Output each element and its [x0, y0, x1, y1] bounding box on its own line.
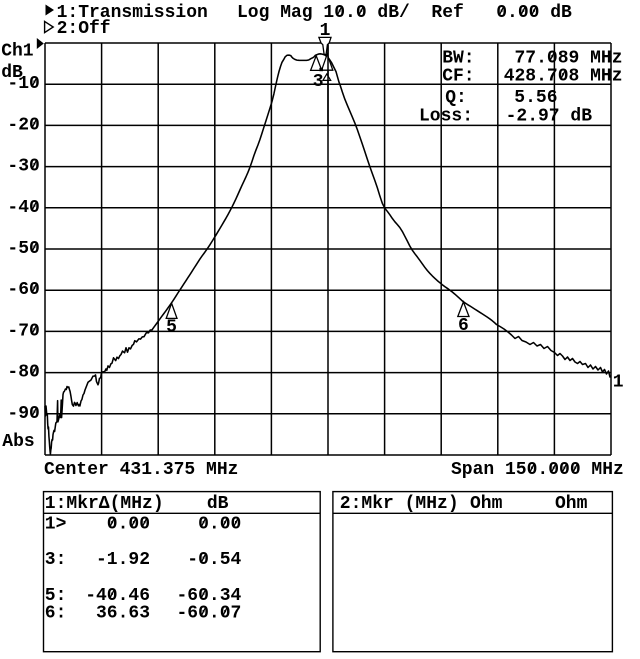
svg-text:-0.54: -0.54: [187, 550, 241, 570]
svg-text:77.089 MHz: 77.089 MHz: [515, 48, 623, 68]
svg-text:Ch1: Ch1: [1, 42, 34, 62]
svg-text:3: 3: [313, 72, 324, 92]
svg-text:6:: 6:: [45, 604, 67, 624]
svg-text:Log Mag 10.0 dB/ Ref 0.00 d: Log Mag 10.0 dB/ Ref 0.00 dB: [237, 3, 572, 23]
svg-text:Loss:: Loss:: [419, 106, 473, 126]
svg-text:428.708 MHz: 428.708 MHz: [504, 67, 623, 87]
svg-text:2:Mkr (MHz): 2:Mkr (MHz): [340, 494, 459, 514]
svg-text:-60.07: -60.07: [177, 604, 242, 624]
svg-text:CF:: CF:: [442, 67, 474, 87]
svg-text:0.00: 0.00: [107, 515, 150, 535]
svg-text:-50: -50: [7, 239, 39, 259]
svg-text:2:Off: 2:Off: [57, 19, 111, 39]
svg-text:-2.97 dB: -2.97 dB: [506, 106, 593, 126]
svg-text:-30: -30: [7, 157, 39, 177]
svg-text:1:MkrΔ(MHz) dB: 1:MkrΔ(MHz) dB: [45, 494, 229, 514]
svg-text:5:: 5:: [45, 586, 67, 606]
svg-text:36.63: 36.63: [96, 604, 150, 624]
svg-text:dB: dB: [1, 63, 23, 83]
svg-text:-80: -80: [7, 363, 39, 383]
svg-text:Ohm: Ohm: [470, 494, 503, 514]
svg-text:Q:: Q:: [445, 88, 467, 108]
svg-text:-40: -40: [7, 198, 39, 218]
svg-text:-70: -70: [7, 321, 39, 341]
svg-text:1: 1: [613, 372, 624, 392]
svg-text:BW:: BW:: [442, 48, 474, 68]
svg-text:-60.34: -60.34: [177, 586, 242, 606]
svg-text:3:: 3:: [45, 550, 67, 570]
svg-text:-20: -20: [7, 115, 39, 135]
svg-text:Abs: Abs: [2, 432, 34, 452]
svg-text:-90: -90: [7, 404, 39, 424]
svg-text:1:Transmission: 1:Transmission: [57, 3, 208, 23]
svg-text:-60: -60: [7, 280, 39, 300]
svg-text:6: 6: [458, 316, 469, 336]
svg-text:5.56: 5.56: [514, 88, 557, 108]
svg-text:1: 1: [320, 21, 331, 41]
svg-text:1>: 1>: [45, 515, 67, 535]
svg-text:-10: -10: [7, 74, 39, 94]
svg-text:Ohm: Ohm: [555, 494, 588, 514]
svg-text:Center 431.375 MHz: Center 431.375 MHz: [44, 460, 238, 480]
svg-text:5: 5: [166, 317, 177, 337]
svg-text:-1.92: -1.92: [96, 550, 150, 570]
svg-text:0.00: 0.00: [198, 515, 241, 535]
svg-text:-40.46: -40.46: [85, 586, 150, 606]
svg-text:Span 150.000 MHz: Span 150.000 MHz: [451, 460, 624, 480]
